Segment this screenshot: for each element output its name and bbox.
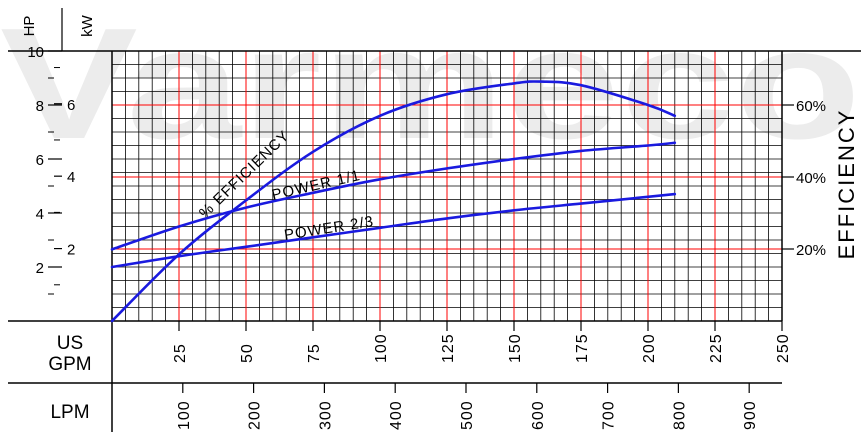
lpm-tick-label: 600 xyxy=(530,400,547,430)
lpm-tick-label: 700 xyxy=(601,400,618,430)
gpm-tick-label: 175 xyxy=(574,333,591,363)
series-power-1-1-line xyxy=(110,141,677,251)
eff-tick-label: 60% xyxy=(796,98,826,115)
gpm-axis-label-line2: GPM xyxy=(48,354,91,375)
gpm-tick-label: 25 xyxy=(172,343,189,363)
hp-tick-label: 4 xyxy=(36,206,44,223)
series-label-3: POWER 2/3 xyxy=(283,213,375,244)
lpm-tick-label: 300 xyxy=(317,400,334,430)
gpm-tick-label: 150 xyxy=(507,333,524,363)
lpm-tick-label: 400 xyxy=(388,400,405,430)
hp-tick-label: 10 xyxy=(27,44,44,61)
eff-tick-label: 20% xyxy=(796,242,826,259)
lpm-tick-label: 500 xyxy=(459,400,476,430)
series-power-2-3-line xyxy=(110,192,677,269)
hp-tick-label: 6 xyxy=(36,152,44,169)
gpm-tick-label: 75 xyxy=(306,343,323,363)
kw-axis-label: kW xyxy=(79,14,96,37)
hp-axis-label: HP xyxy=(21,16,38,37)
gpm-tick-label: 225 xyxy=(708,333,725,363)
watermark: Varmeco xyxy=(0,0,861,172)
kw-tick-label: 6 xyxy=(67,97,75,114)
gpm-axis-label-line1: US xyxy=(57,333,83,354)
gpm-tick-label: 100 xyxy=(373,333,390,363)
series-efficiency-line xyxy=(110,80,677,323)
gpm-tick-label: 250 xyxy=(775,333,792,363)
kw-tick-label: 4 xyxy=(67,169,75,186)
hp-tick-label: 8 xyxy=(36,98,44,115)
eff-tick-label: 40% xyxy=(796,170,826,187)
gpm-tick-label: 200 xyxy=(641,333,658,363)
lpm-tick-label: 900 xyxy=(742,400,759,430)
kw-tick-label: 2 xyxy=(67,242,75,259)
chart-frame xyxy=(8,8,861,432)
lpm-tick-label: 800 xyxy=(671,400,688,430)
lpm-tick-label: 100 xyxy=(176,400,193,430)
lpm-tick-label: 200 xyxy=(247,400,264,430)
curves xyxy=(110,80,677,323)
watermark-text: Varmeco xyxy=(0,0,861,172)
gpm-tick-label: 50 xyxy=(239,343,256,363)
gpm-tick-label: 125 xyxy=(440,333,457,363)
hp-tick-label: 2 xyxy=(36,260,44,277)
efficiency-axis-label: EFFICIENCY xyxy=(834,109,859,260)
lpm-axis-label: LPM xyxy=(50,402,89,423)
